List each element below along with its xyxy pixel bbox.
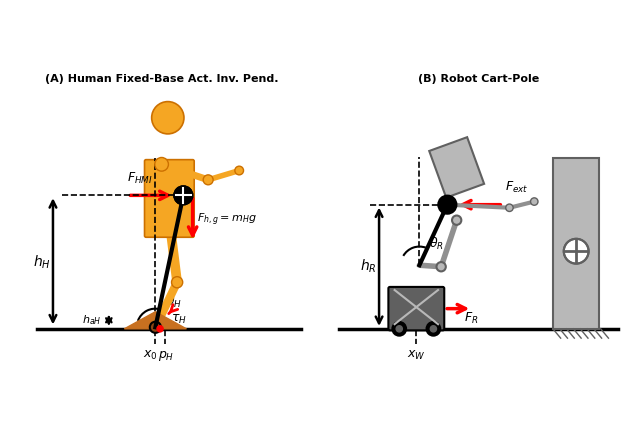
Text: $\theta_H$: $\theta_H$ [166,294,182,310]
Polygon shape [124,312,186,329]
Circle shape [427,322,440,336]
Text: $h_R$: $h_R$ [360,258,376,276]
Circle shape [152,102,184,134]
Text: $x_W$: $x_W$ [407,349,426,362]
Circle shape [150,322,161,333]
Circle shape [396,326,403,332]
Text: $\tau_H$: $\tau_H$ [171,313,187,326]
FancyBboxPatch shape [145,160,194,237]
Circle shape [157,326,163,332]
Circle shape [172,277,182,288]
Circle shape [203,175,213,185]
FancyBboxPatch shape [388,287,444,330]
Circle shape [430,326,436,332]
FancyBboxPatch shape [553,158,600,329]
Text: (A) Human Fixed-Base Act. Inv. Pend.: (A) Human Fixed-Base Act. Inv. Pend. [45,74,278,84]
Circle shape [452,215,461,225]
Circle shape [506,204,513,211]
Text: (B) Robot Cart-Pole: (B) Robot Cart-Pole [418,74,539,84]
Text: $h_{aH}$: $h_{aH}$ [82,313,101,327]
Circle shape [175,187,192,204]
Circle shape [531,198,538,205]
Text: $x_0$: $x_0$ [143,349,158,362]
Polygon shape [429,137,484,198]
Text: $F_{ext}$: $F_{ext}$ [505,180,528,195]
Text: $F_{h,g}=m_Hg$: $F_{h,g}=m_Hg$ [197,212,257,228]
Circle shape [392,322,406,336]
Circle shape [438,196,456,213]
Text: $F_R$: $F_R$ [465,310,479,326]
Text: $h_H$: $h_H$ [33,253,51,271]
Text: $F_{HMI}$: $F_{HMI}$ [127,171,153,186]
Circle shape [155,157,168,171]
Text: $p_H$: $p_H$ [158,349,175,363]
Circle shape [235,166,244,175]
Circle shape [436,262,446,271]
Text: $\theta_R$: $\theta_R$ [429,235,444,252]
Circle shape [564,239,589,264]
